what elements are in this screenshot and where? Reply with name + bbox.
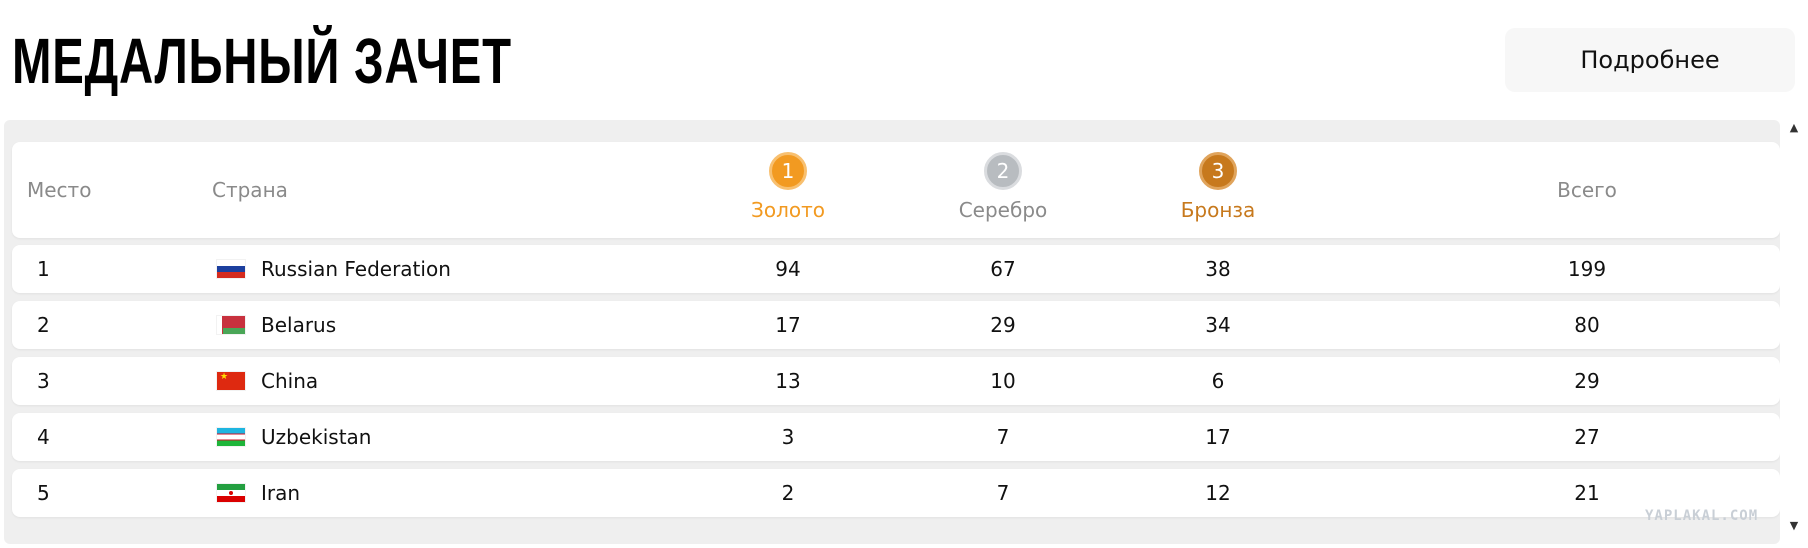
row-bronze: 6 bbox=[1211, 369, 1225, 393]
column-header-country: Страна bbox=[212, 178, 288, 202]
table-row[interactable]: 2 Belarus 17 29 34 80 bbox=[12, 301, 1780, 349]
row-country: Iran bbox=[217, 469, 300, 517]
row-silver: 7 bbox=[996, 481, 1010, 505]
row-place: 5 bbox=[37, 481, 50, 505]
table-row[interactable]: 3 ★ China 13 10 6 29 bbox=[12, 357, 1780, 405]
uzbekistan-flag-icon bbox=[217, 428, 245, 446]
row-place: 1 bbox=[37, 257, 50, 281]
table-row[interactable]: 5 Iran 2 7 12 21 bbox=[12, 469, 1780, 517]
bronze-label: Бронза bbox=[1180, 198, 1256, 222]
row-country: Russian Federation bbox=[217, 245, 451, 293]
row-bronze: 38 bbox=[1205, 257, 1231, 281]
row-place: 2 bbox=[37, 313, 50, 337]
belarus-flag-icon bbox=[217, 316, 245, 334]
watermark: YAPLAKAL.COM bbox=[1645, 508, 1759, 524]
medal-table: Место Страна 1 Золото 2 Серебро 3 Бронза… bbox=[4, 120, 1780, 544]
bronze-medal-icon: 3 bbox=[1199, 152, 1237, 190]
row-silver: 67 bbox=[990, 257, 1016, 281]
row-gold: 17 bbox=[775, 313, 801, 337]
row-country: Belarus bbox=[217, 301, 336, 349]
vertical-scrollbar[interactable]: ▲ ▼ bbox=[1784, 120, 1804, 540]
column-header-bronze: 3 Бронза bbox=[1148, 152, 1288, 232]
column-header-silver: 2 Серебро bbox=[933, 152, 1073, 232]
column-header-total: Всего bbox=[1557, 178, 1617, 202]
row-total: 80 bbox=[1574, 313, 1600, 337]
russia-flag-icon bbox=[217, 260, 245, 278]
silver-label: Серебро bbox=[958, 198, 1048, 222]
row-place: 4 bbox=[37, 425, 50, 449]
row-gold: 13 bbox=[775, 369, 801, 393]
table-row[interactable]: 4 Uzbekistan 3 7 17 27 bbox=[12, 413, 1780, 461]
iran-flag-icon bbox=[217, 484, 245, 502]
table-row[interactable]: 1 Russian Federation 94 67 38 199 bbox=[12, 245, 1780, 293]
row-gold: 3 bbox=[781, 425, 795, 449]
row-country: ★ China bbox=[217, 357, 318, 405]
row-bronze: 12 bbox=[1205, 481, 1231, 505]
row-total: 29 bbox=[1574, 369, 1600, 393]
row-bronze: 17 bbox=[1205, 425, 1231, 449]
silver-medal-icon: 2 bbox=[984, 152, 1022, 190]
row-country: Uzbekistan bbox=[217, 413, 371, 461]
table-header: Место Страна 1 Золото 2 Серебро 3 Бронза… bbox=[12, 142, 1780, 238]
column-header-gold: 1 Золото bbox=[718, 152, 858, 232]
row-place: 3 bbox=[37, 369, 50, 393]
scroll-up-icon[interactable]: ▲ bbox=[1789, 121, 1799, 134]
more-details-button[interactable]: Подробнее bbox=[1505, 28, 1795, 92]
row-total: 199 bbox=[1567, 257, 1607, 281]
row-gold: 2 bbox=[781, 481, 795, 505]
row-total: 27 bbox=[1574, 425, 1600, 449]
china-flag-icon: ★ bbox=[217, 372, 245, 390]
page-title: МЕДАЛЬНЫЙ ЗАЧЕТ bbox=[12, 25, 512, 97]
row-silver: 29 bbox=[990, 313, 1016, 337]
row-silver: 10 bbox=[990, 369, 1016, 393]
row-total: 21 bbox=[1574, 481, 1600, 505]
row-silver: 7 bbox=[996, 425, 1010, 449]
column-header-place: Место bbox=[27, 178, 92, 202]
scroll-down-icon[interactable]: ▼ bbox=[1789, 519, 1799, 532]
row-gold: 94 bbox=[775, 257, 801, 281]
gold-label: Золото bbox=[751, 198, 825, 222]
gold-medal-icon: 1 bbox=[769, 152, 807, 190]
row-bronze: 34 bbox=[1205, 313, 1231, 337]
